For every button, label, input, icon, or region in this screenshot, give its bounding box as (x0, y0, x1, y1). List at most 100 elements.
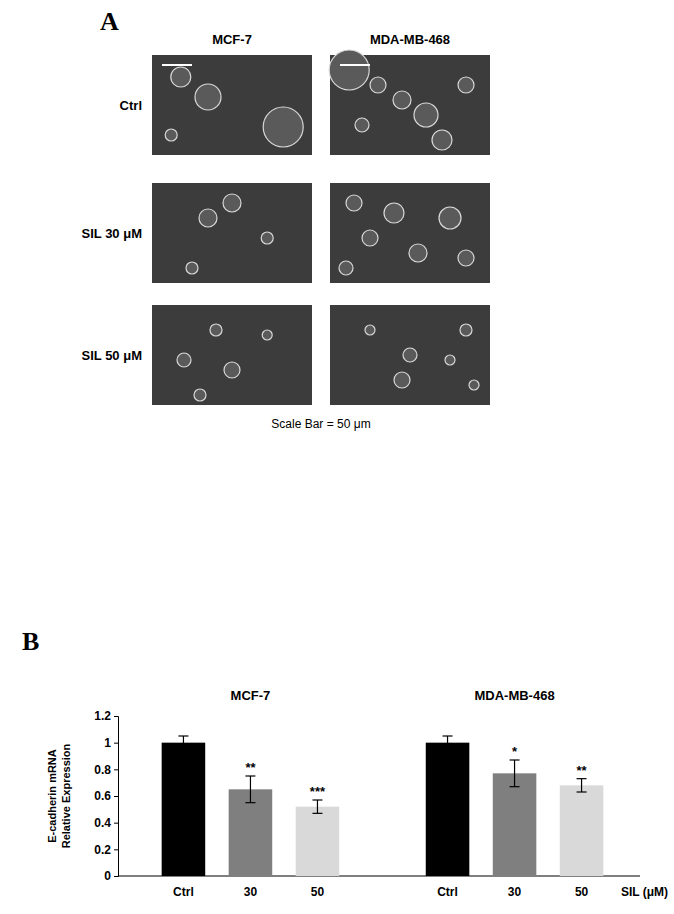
y-axis-title: E-cadherin mRNARelative Expression (46, 743, 72, 848)
error-bar-stem (317, 800, 318, 813)
micrograph (152, 305, 312, 405)
error-bar-stem (581, 779, 582, 792)
y-tick-mark (114, 823, 118, 824)
cell-outline (409, 244, 427, 262)
cell-outline (346, 195, 362, 211)
error-bar-cap (443, 735, 453, 736)
micrograph-background (152, 305, 312, 405)
y-axis-title-line: Relative Expression (60, 743, 72, 848)
micrograph (329, 50, 490, 155)
significance: ** (245, 760, 256, 775)
error-bar-cap (312, 813, 322, 814)
cell-outline (432, 130, 452, 150)
cell-outline (186, 262, 198, 274)
micrograph (152, 183, 312, 283)
cell-outline (195, 84, 221, 110)
cell-outline (329, 50, 369, 90)
y-tick: 0 (104, 869, 118, 883)
row-label: SIL 50 μM (82, 348, 142, 363)
error-bar-cap (312, 799, 322, 800)
cell-outline (370, 77, 386, 93)
cell-outline (362, 230, 378, 246)
y-axis-line (114, 717, 119, 877)
y-tick: 1.2 (94, 709, 118, 723)
error-bar (443, 736, 453, 749)
bar (426, 743, 470, 876)
significance: * (512, 744, 518, 759)
cell-outline (414, 103, 438, 127)
micrograph-background (330, 305, 490, 405)
micrograph-background (152, 183, 312, 283)
y-tick-mark (114, 796, 118, 797)
error-bar (178, 736, 188, 749)
error-bar-cap (577, 778, 587, 779)
y-tick: 0.2 (94, 843, 118, 857)
panel-b: B 0 0.2 0.4 0.6 0.8 1 1.2 E-cadherin mRNARelativ… (22, 627, 668, 899)
y-tick-label: 0.8 (94, 763, 111, 777)
cell-outline (458, 77, 474, 93)
y-axis: 0 0.2 0.4 0.6 0.8 1 1.2 (94, 709, 118, 883)
y-tick-label: 0.4 (94, 816, 111, 830)
significance: ** (576, 763, 587, 778)
error-bar-stem (514, 760, 515, 787)
y-tick-mark (114, 876, 118, 877)
cell-outline (469, 380, 479, 390)
cell-outline (458, 250, 474, 266)
group-title: MDA-MB-468 (474, 688, 554, 703)
y-tick-label: 0.2 (94, 843, 111, 857)
scale-bar (162, 64, 192, 66)
panel-label: A (100, 7, 119, 36)
bar (229, 789, 273, 876)
row-label: Ctrl (120, 98, 142, 113)
figure: A MCF-7 MDA-MB-468 Ctrl SIL 30 μM SIL 50 μM Sc… (0, 0, 674, 914)
error-bar-cap (178, 749, 188, 750)
error-bar-cap (443, 749, 453, 750)
cell-outline (460, 324, 472, 336)
cell-outline (194, 389, 206, 401)
cell-outline (177, 353, 191, 367)
cell-outline (262, 330, 272, 340)
group-title: MCF-7 (231, 688, 271, 703)
cell-outline (365, 325, 375, 335)
y-tick-mark (114, 769, 118, 770)
y-tick-mark (114, 743, 118, 744)
x-tick-label: Ctrl (437, 885, 458, 899)
error-bar (312, 800, 322, 813)
cell-outline (263, 107, 303, 147)
row-label: SIL 30 μM (82, 226, 142, 241)
cell-outline (403, 348, 417, 362)
error-bar-cap (245, 775, 255, 776)
y-axis-title-line: E-cadherin mRNA (46, 749, 58, 843)
error-bar-stem (447, 736, 448, 749)
caption: Scale Bar = 50 μm (271, 417, 370, 431)
x-tick-label: 30 (508, 885, 522, 899)
micrograph-background (152, 55, 312, 155)
y-tick: 0.8 (94, 763, 118, 777)
column-header: MCF-7 (212, 32, 252, 47)
error-bar (510, 760, 520, 787)
bar (560, 785, 604, 876)
bar (162, 743, 206, 876)
y-tick-mark (114, 716, 118, 717)
micrograph (330, 183, 490, 283)
error-bar (577, 779, 587, 792)
cell-outline (261, 232, 273, 244)
scale-bar (340, 64, 370, 66)
cell-outline (445, 355, 455, 365)
cell-outline (384, 203, 404, 223)
cell-outline (171, 67, 191, 87)
y-tick-mark (114, 849, 118, 850)
y-tick-label: 0.6 (94, 789, 111, 803)
panel-label: B (22, 627, 39, 656)
cell-outline (210, 324, 222, 336)
cell-outline (439, 207, 461, 229)
cell-outline (165, 129, 177, 141)
cell-outline (224, 362, 240, 378)
x-axis-title: SIL (μM) (621, 885, 668, 899)
cell-outline (339, 261, 353, 275)
y-tick-label: 1 (104, 736, 111, 750)
y-tick: 0.6 (94, 789, 118, 803)
bar (296, 807, 340, 876)
x-tick-label: Ctrl (173, 885, 194, 899)
column-header: MDA-MB-468 (370, 32, 450, 47)
